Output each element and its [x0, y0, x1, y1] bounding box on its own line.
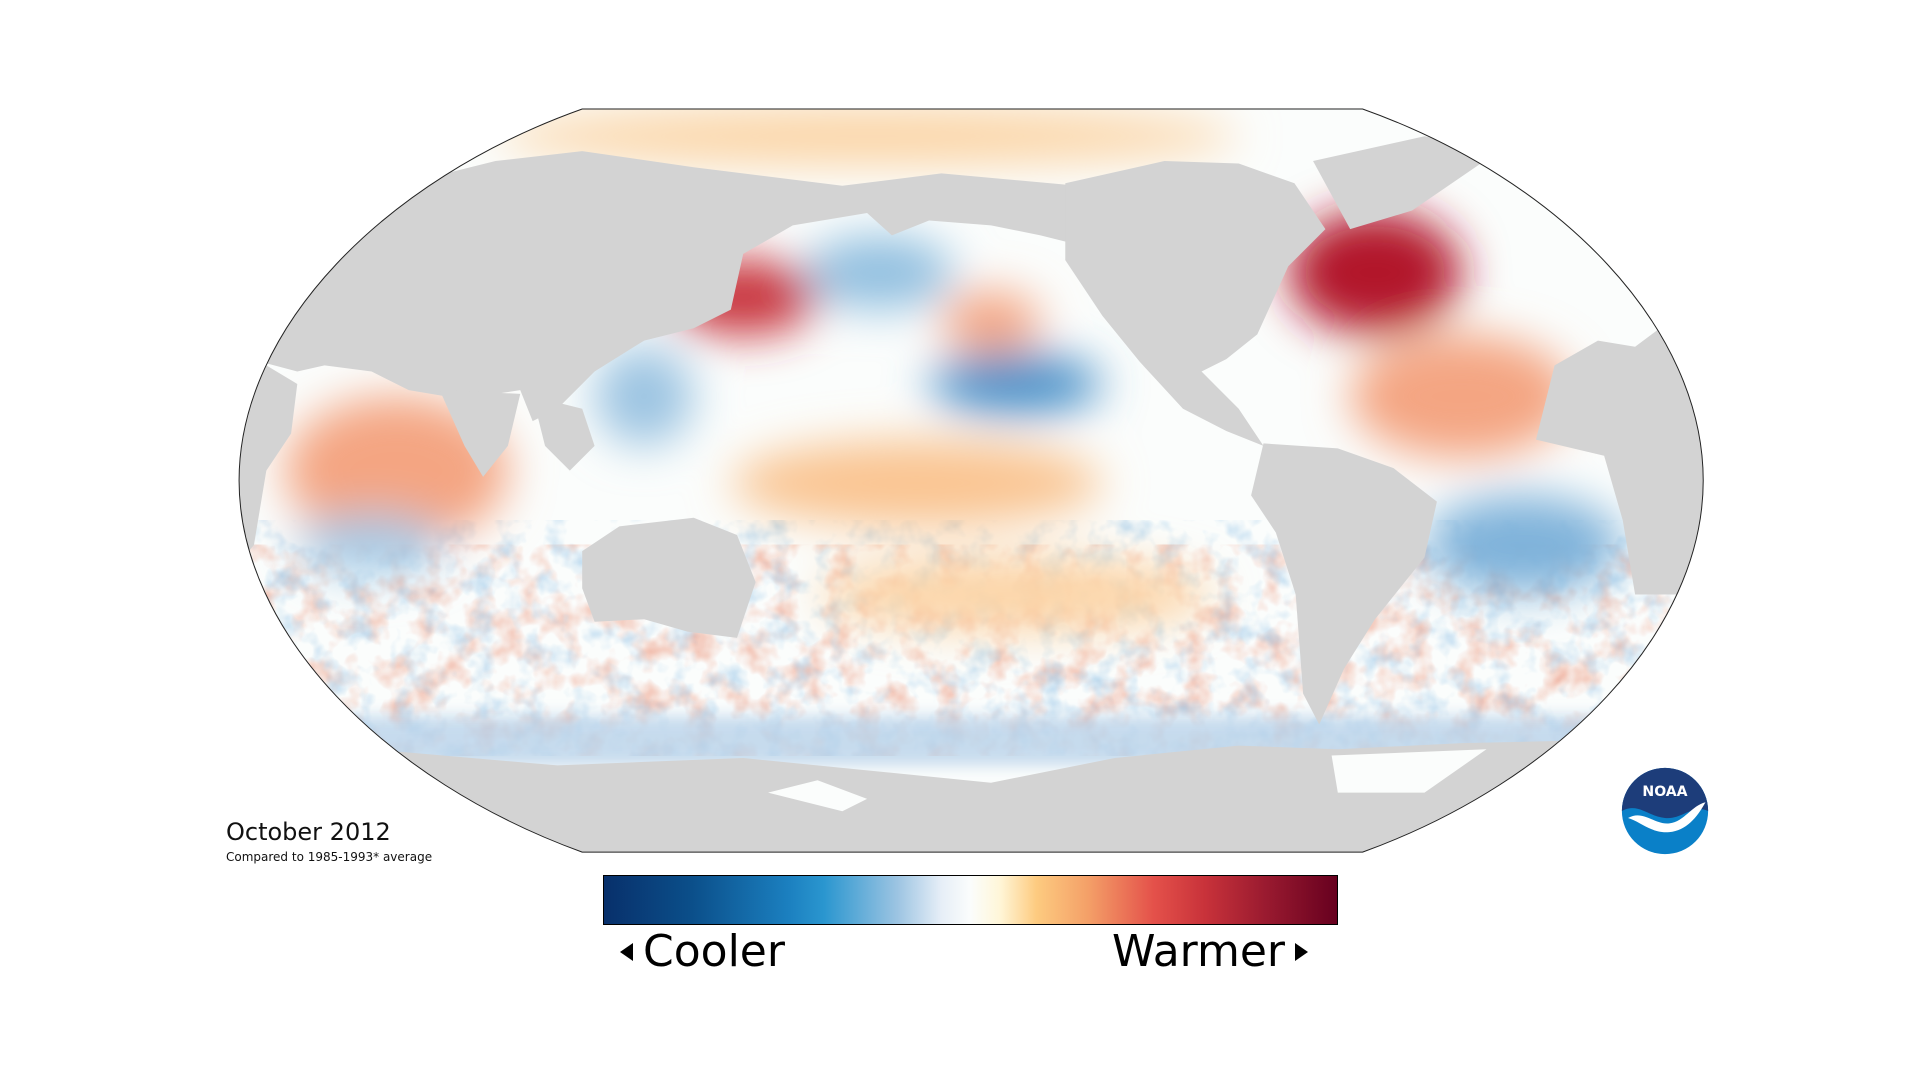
cool-anomaly-north-pacific	[929, 352, 1103, 415]
map-subtitle: Compared to 1985-1993* average	[226, 850, 433, 864]
land-north-america	[1065, 161, 1326, 446]
warm-anomaly-central-pacific	[730, 439, 1103, 527]
cool-anomaly-west-pacific	[594, 346, 694, 446]
warm-anomaly-south-pacific	[817, 557, 1214, 632]
land-antarctica	[371, 740, 1574, 853]
land-south-america	[1251, 443, 1437, 725]
noaa-logo: NOAA	[1621, 767, 1709, 855]
left-arrow-icon	[620, 942, 633, 961]
warmer-label: Warmer	[1112, 926, 1308, 977]
warm-anomaly-ne-pacific	[941, 291, 1041, 353]
land-india	[439, 390, 521, 477]
warm-anomaly-atlantic	[1350, 334, 1574, 459]
land-greenland	[1313, 136, 1499, 230]
antarctic-sea-ice	[768, 749, 1487, 812]
land-eurasia	[260, 151, 1091, 422]
warm-anomaly-indian-ocean	[284, 396, 508, 545]
cool-anomaly-bering	[805, 235, 954, 310]
cooler-text: Cooler	[643, 926, 785, 977]
map-title: October 2012	[226, 818, 391, 846]
warm-anomaly-north-atlantic	[1288, 210, 1462, 335]
warmer-text: Warmer	[1112, 926, 1285, 977]
svg-text:NOAA: NOAA	[1642, 784, 1687, 800]
warm-anomaly-arctic	[495, 108, 1239, 164]
land-southeast-asia	[532, 396, 595, 471]
cooler-label: Cooler	[620, 926, 785, 977]
right-arrow-icon	[1295, 942, 1308, 961]
cool-anomaly-south-indian	[297, 513, 446, 576]
color-scale-bar	[603, 875, 1338, 925]
map-outline	[238, 108, 1704, 853]
land-australia	[582, 517, 756, 638]
cool-anomaly-south-atlantic	[1424, 495, 1623, 595]
